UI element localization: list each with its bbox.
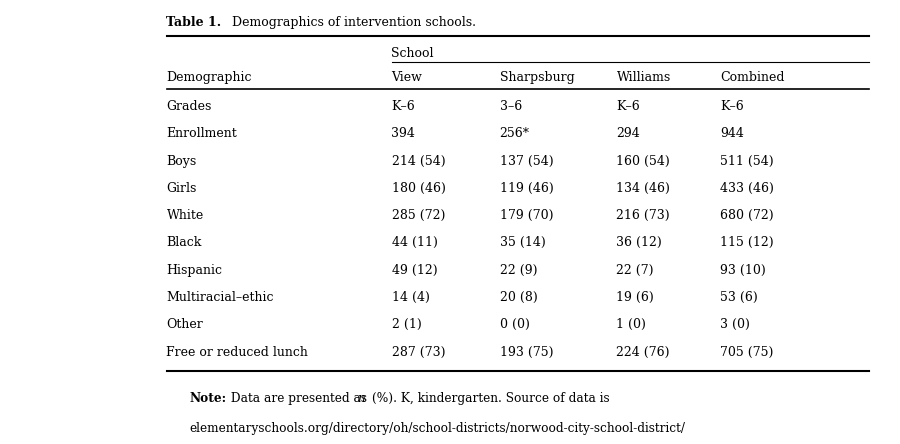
Text: View: View	[392, 71, 422, 84]
Text: 294: 294	[616, 127, 640, 140]
Text: 680 (72): 680 (72)	[720, 209, 774, 222]
Text: (%). K, kindergarten. Source of data is: (%). K, kindergarten. Source of data is	[368, 392, 609, 405]
Text: Data are presented as: Data are presented as	[227, 392, 371, 405]
Text: Demographic: Demographic	[166, 71, 252, 84]
Text: 137 (54): 137 (54)	[500, 155, 554, 167]
Text: 285 (72): 285 (72)	[392, 209, 445, 222]
Text: K–6: K–6	[616, 100, 640, 113]
Text: 3 (0): 3 (0)	[720, 318, 750, 331]
Text: 193 (75): 193 (75)	[500, 345, 553, 359]
Text: 1 (0): 1 (0)	[616, 318, 646, 331]
Text: 2 (1): 2 (1)	[392, 318, 421, 331]
Text: elementaryschools.org/directory/oh/school-districts/norwood-city-school-district: elementaryschools.org/directory/oh/schoo…	[189, 422, 685, 435]
Text: 22 (7): 22 (7)	[616, 264, 654, 277]
Text: 0 (0): 0 (0)	[500, 318, 529, 331]
Text: Free or reduced lunch: Free or reduced lunch	[166, 345, 309, 359]
Text: White: White	[166, 209, 203, 222]
Text: Note:: Note:	[189, 392, 226, 405]
Text: Williams: Williams	[616, 71, 670, 84]
Text: 36 (12): 36 (12)	[616, 236, 662, 250]
Text: 256*: 256*	[500, 127, 529, 140]
Text: 180 (46): 180 (46)	[392, 182, 446, 195]
Text: Demographics of intervention schools.: Demographics of intervention schools.	[228, 16, 476, 28]
Text: 511 (54): 511 (54)	[720, 155, 774, 167]
Text: 44 (11): 44 (11)	[392, 236, 437, 250]
Text: 53 (6): 53 (6)	[720, 291, 758, 304]
Text: K–6: K–6	[392, 100, 415, 113]
Text: School: School	[392, 47, 434, 59]
Text: 179 (70): 179 (70)	[500, 209, 553, 222]
Text: Table 1.: Table 1.	[166, 16, 221, 28]
Text: Boys: Boys	[166, 155, 197, 167]
Text: 14 (4): 14 (4)	[392, 291, 429, 304]
Text: Combined: Combined	[720, 71, 785, 84]
Text: 19 (6): 19 (6)	[616, 291, 654, 304]
Text: 93 (10): 93 (10)	[720, 264, 766, 277]
Text: 3–6: 3–6	[500, 100, 522, 113]
Text: Hispanic: Hispanic	[166, 264, 222, 277]
Text: Multiracial–ethic: Multiracial–ethic	[166, 291, 274, 304]
Text: 35 (14): 35 (14)	[500, 236, 545, 250]
Text: 115 (12): 115 (12)	[720, 236, 774, 250]
Text: 216 (73): 216 (73)	[616, 209, 670, 222]
Text: 22 (9): 22 (9)	[500, 264, 537, 277]
Text: Grades: Grades	[166, 100, 212, 113]
Text: 287 (73): 287 (73)	[392, 345, 445, 359]
Text: K–6: K–6	[720, 100, 743, 113]
Text: Girls: Girls	[166, 182, 197, 195]
Text: 705 (75): 705 (75)	[720, 345, 773, 359]
Text: Black: Black	[166, 236, 202, 250]
Text: 214 (54): 214 (54)	[392, 155, 446, 167]
Text: 433 (46): 433 (46)	[720, 182, 774, 195]
Text: Enrollment: Enrollment	[166, 127, 238, 140]
Text: 944: 944	[720, 127, 744, 140]
Text: 20 (8): 20 (8)	[500, 291, 537, 304]
Text: 119 (46): 119 (46)	[500, 182, 554, 195]
Text: 160 (54): 160 (54)	[616, 155, 670, 167]
Text: 394: 394	[392, 127, 416, 140]
Text: n: n	[357, 392, 365, 405]
Text: 49 (12): 49 (12)	[392, 264, 437, 277]
Text: 134 (46): 134 (46)	[616, 182, 670, 195]
Text: Sharpsburg: Sharpsburg	[500, 71, 574, 84]
Text: Other: Other	[166, 318, 203, 331]
Text: 224 (76): 224 (76)	[616, 345, 670, 359]
